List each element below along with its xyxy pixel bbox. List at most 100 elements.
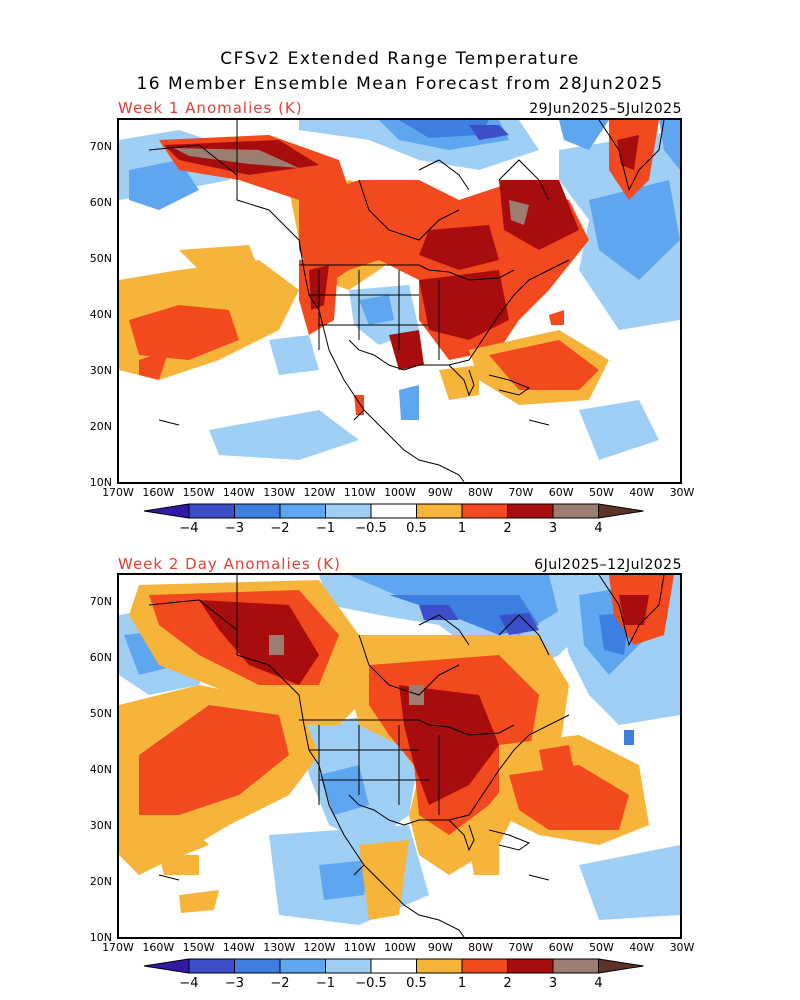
panel1-lon-170W: 170W xyxy=(102,486,134,499)
panel2-colorbar-label: −1 xyxy=(315,976,336,991)
panel1-lon-130W: 130W xyxy=(263,486,296,499)
panel1-lon-90W: 90W xyxy=(427,486,453,499)
panel1-warm-anomalies xyxy=(119,120,659,415)
panel2-colorbar-svg xyxy=(143,958,644,974)
panel1-colorbar-label: −4 xyxy=(179,521,199,536)
colorbar-swatch-9 xyxy=(552,503,599,519)
panel1-lat-30N: 30N xyxy=(89,364,112,377)
panel1-lon-100W: 100W xyxy=(384,486,416,499)
panel2-label: Week 2 Day Anomalies (K) xyxy=(118,555,341,573)
panel1-lon-40W: 40W xyxy=(629,486,655,499)
colorbar-swatch-7 xyxy=(461,503,508,519)
chart-title-line1: CFSv2 Extended Range Temperature xyxy=(220,49,580,69)
panel1-lon-60W: 60W xyxy=(548,486,574,499)
panel2-coastlines xyxy=(148,575,665,937)
panel1-map-svg xyxy=(119,120,680,482)
panel1-colorbar-label: 0.5 xyxy=(406,521,427,536)
panel1-dates: 29Jun2025–5Jul2025 xyxy=(529,101,682,117)
colorbar-swatch-4 xyxy=(325,958,372,974)
panel2-lon-110W: 110W xyxy=(343,941,376,954)
panel2-colorbar-label: 0.5 xyxy=(406,976,427,991)
panel1-lon-160W: 160W xyxy=(142,486,175,499)
colorbar-swatch-1 xyxy=(188,503,235,519)
panel1-lon-110W: 110W xyxy=(343,486,376,499)
panel1-label: Week 1 Anomalies (K) xyxy=(118,99,303,117)
panel1-map xyxy=(117,118,682,484)
panel2-lat-50N: 50N xyxy=(89,707,112,720)
panel2-colorbar: −4 −3 −2 −1 −0.5 0.5 1 2 3 4 xyxy=(143,958,645,991)
colorbar-swatch-5 xyxy=(370,503,417,519)
colorbar-swatch-6 xyxy=(416,503,463,519)
panel1-lat-20N: 20N xyxy=(89,420,112,433)
panel2-lon-30W: 30W xyxy=(669,941,695,954)
panel2-colorbar-label: 1 xyxy=(457,976,467,991)
panel1-cool-anomalies xyxy=(119,120,680,460)
panel1-colorbar-label: −0.5 xyxy=(355,521,387,536)
colorbar-swatch-3 xyxy=(279,503,326,519)
panel2-lat-30N: 30N xyxy=(89,819,112,832)
panel1-colorbar-label: 3 xyxy=(548,521,558,536)
panel2-lon-160W: 160W xyxy=(142,941,175,954)
panel1-lat-50N: 50N xyxy=(89,252,112,265)
panel2-lon-40W: 40W xyxy=(629,941,655,954)
panel2-colorbar-label: 4 xyxy=(594,976,603,991)
panel2-lon-90W: 90W xyxy=(427,941,453,954)
panel1-lat-70N: 70N xyxy=(89,140,112,153)
colorbar-swatch-6 xyxy=(416,958,463,974)
panel1-colorbar-label: −2 xyxy=(270,521,290,536)
colorbar-swatch-2 xyxy=(234,503,281,519)
colorbar-swatch-8 xyxy=(507,958,554,974)
colorbar-swatch-10 xyxy=(598,958,644,974)
panel1-lon-50W: 50W xyxy=(588,486,614,499)
panel1-lat-10N: 10N xyxy=(89,476,112,489)
panel2-lat-20N: 20N xyxy=(89,875,112,888)
panel2-colorbar-label: −3 xyxy=(224,976,245,991)
panel1-colorbar-label: 2 xyxy=(503,521,512,536)
colorbar-swatch-5 xyxy=(370,958,417,974)
panel2-lon-100W: 100W xyxy=(384,941,416,954)
panel2-lon-130W: 130W xyxy=(263,941,296,954)
colorbar-swatch-0 xyxy=(143,958,190,974)
panel1-colorbar: −4 −3 −2 −1 −0.5 0.5 1 2 3 4 xyxy=(143,503,645,536)
panel2-colorbar-label: −2 xyxy=(270,976,290,991)
colorbar-swatch-9 xyxy=(552,958,599,974)
panel1-lon-120W: 120W xyxy=(303,486,336,499)
panel1-lon-30W: 30W xyxy=(669,486,695,499)
chart-title-line2: 16 Member Ensemble Mean Forecast from 28… xyxy=(136,74,664,94)
panel2-colorbar-label: 3 xyxy=(548,976,558,991)
panel1-coastlines xyxy=(148,120,665,482)
panel1-lat-60N: 60N xyxy=(89,196,112,209)
panel2-map xyxy=(117,573,682,939)
colorbar-swatch-7 xyxy=(461,958,508,974)
panel2-dates: 6Jul2025–12Jul2025 xyxy=(534,557,682,573)
panel2-lat-40N: 40N xyxy=(89,763,112,776)
panel2-warm-anomalies xyxy=(119,575,674,920)
panel2-lon-120W: 120W xyxy=(303,941,336,954)
panel2-lon-70W: 70W xyxy=(508,941,534,954)
colorbar-swatch-0 xyxy=(143,503,190,519)
colorbar-swatch-10 xyxy=(598,503,644,519)
panel2-lat-70N: 70N xyxy=(89,595,112,608)
panel1-lon-80W: 80W xyxy=(468,486,493,499)
panel2-lon-170W: 170W xyxy=(102,941,134,954)
panel2-lon-50W: 50W xyxy=(588,941,614,954)
panel1-lon-140W: 140W xyxy=(222,486,255,499)
colorbar-swatch-4 xyxy=(325,503,372,519)
colorbar-swatch-3 xyxy=(279,958,326,974)
panel2-lat-60N: 60N xyxy=(89,651,112,664)
colorbar-swatch-8 xyxy=(507,503,554,519)
panel2-colorbar-label: −0.5 xyxy=(355,976,387,991)
panel1-colorbar-label: 4 xyxy=(594,521,603,536)
panel2-lon-80W: 80W xyxy=(468,941,493,954)
panel2-lon-60W: 60W xyxy=(548,941,574,954)
colorbar-swatch-1 xyxy=(188,958,235,974)
panel1-colorbar-svg xyxy=(143,503,644,519)
panel1-lon-150W: 150W xyxy=(182,486,215,499)
panel2-lat-10N: 10N xyxy=(89,931,112,944)
panel2-colorbar-label: −4 xyxy=(179,976,199,991)
panel1-colorbar-label: −3 xyxy=(224,521,245,536)
panel2-lon-150W: 150W xyxy=(182,941,215,954)
panel2-colorbar-label: 2 xyxy=(503,976,512,991)
colorbar-swatch-2 xyxy=(234,958,281,974)
panel1-colorbar-label: 1 xyxy=(457,521,467,536)
